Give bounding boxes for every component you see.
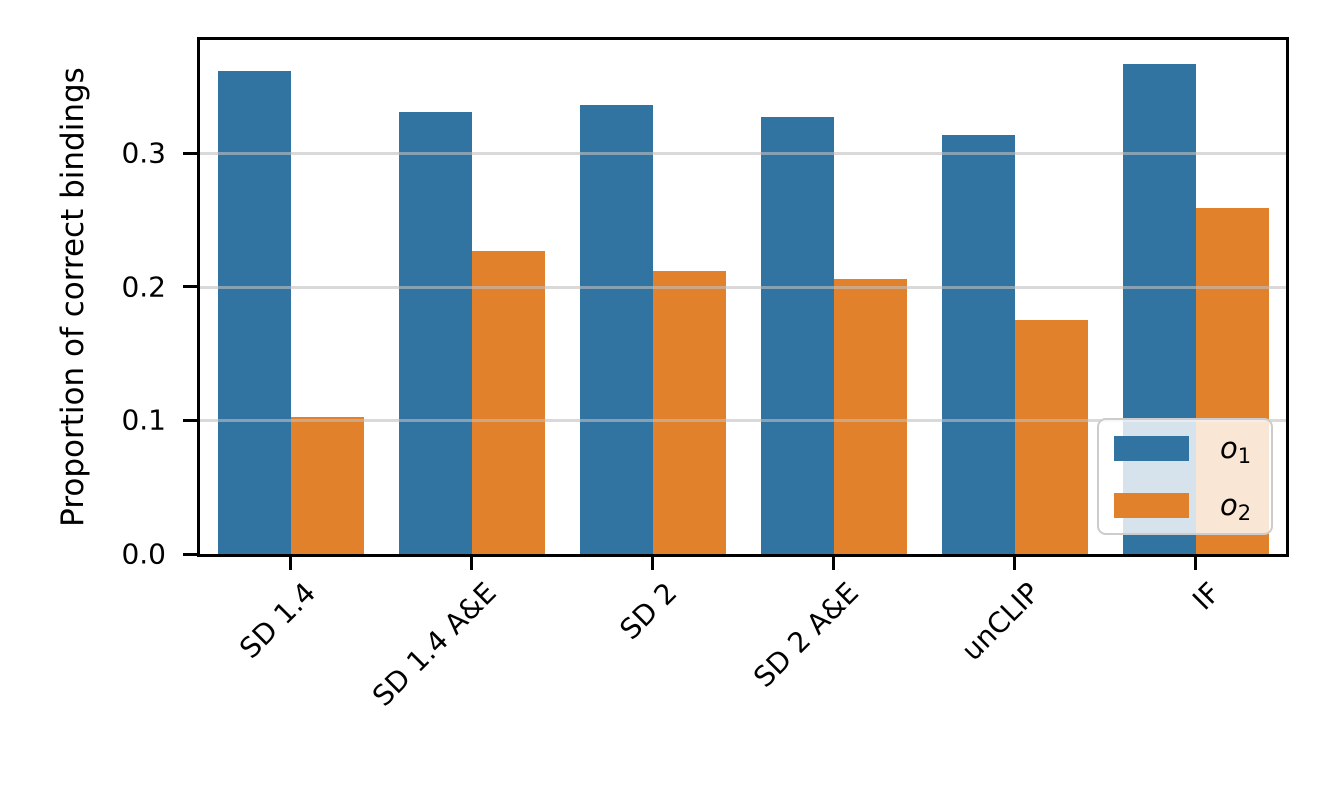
plot-area: o1 o2 bbox=[197, 37, 1289, 557]
x-tick-if bbox=[1194, 557, 1197, 570]
legend-label-o1: o1 bbox=[1220, 430, 1251, 466]
bar-o2-unclip bbox=[1014, 320, 1088, 554]
y-axis-label: Proportion of correct bindings bbox=[55, 67, 91, 527]
bar-o2-sd-2-a-e bbox=[833, 278, 907, 554]
x-tick-sd-1-4 bbox=[289, 557, 292, 570]
x-tick-sd-2 bbox=[651, 557, 654, 570]
gridline-0.1 bbox=[200, 419, 1286, 422]
x-tick-label-if: IF bbox=[1186, 576, 1227, 617]
y-tick-0.0 bbox=[183, 552, 197, 556]
legend-label-o2: o2 bbox=[1220, 487, 1251, 523]
x-tick-sd-1-4-a-e bbox=[470, 557, 473, 570]
x-tick-label-sd-1-4: SD 1.4 bbox=[232, 576, 322, 665]
y-tick-label-0.0: 0.0 bbox=[121, 537, 166, 571]
x-tick-label-unclip: unCLIP bbox=[954, 576, 1046, 668]
gridline-0.3 bbox=[200, 151, 1286, 155]
y-tick-0.3 bbox=[183, 151, 197, 155]
bar-o1-unclip bbox=[941, 134, 1015, 554]
legend-label-o2-base: o bbox=[1220, 487, 1238, 522]
legend-swatch-o1 bbox=[1114, 435, 1189, 461]
legend-item-o2: o2 bbox=[1114, 487, 1256, 523]
x-tick-label-sd-2-a-e: SD 2 A&E bbox=[747, 576, 865, 694]
y-tick-0.2 bbox=[183, 285, 197, 289]
legend: o1 o2 bbox=[1097, 418, 1273, 535]
legend-label-o1-base: o bbox=[1220, 430, 1238, 465]
y-tick-label-0.3: 0.3 bbox=[121, 136, 166, 170]
x-tick-sd-2-a-e bbox=[832, 557, 835, 570]
x-tick-label-sd-1-4-a-e: SD 1.4 A&E bbox=[366, 576, 503, 713]
bar-o1-sd-2-a-e bbox=[760, 117, 834, 554]
bar-o1-sd-1-4-a-e bbox=[398, 112, 472, 554]
x-tick-label-sd-2: SD 2 bbox=[613, 576, 684, 647]
bar-o2-sd-1-4-a-e bbox=[471, 250, 545, 554]
legend-label-o2-sub: 2 bbox=[1237, 500, 1252, 525]
y-tick-0.1 bbox=[183, 418, 197, 422]
bar-o2-sd-1-4 bbox=[290, 416, 364, 554]
y-tick-label-0.1: 0.1 bbox=[121, 403, 166, 437]
gridline-0.2 bbox=[200, 285, 1286, 289]
legend-label-o1-sub: 1 bbox=[1237, 443, 1252, 468]
bar-o1-sd-1-4 bbox=[217, 70, 291, 554]
bar-o1-sd-2 bbox=[579, 105, 653, 554]
y-tick-label-0.2: 0.2 bbox=[121, 270, 166, 304]
bar-o2-sd-2 bbox=[652, 270, 726, 554]
x-tick-unclip bbox=[1013, 557, 1016, 570]
legend-swatch-o2 bbox=[1114, 492, 1189, 518]
legend-item-o1: o1 bbox=[1114, 430, 1256, 466]
